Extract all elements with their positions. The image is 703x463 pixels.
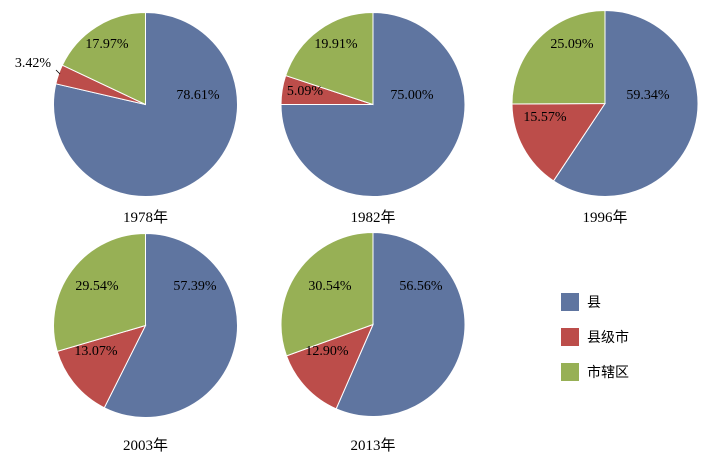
legend-item-urban-district: 市辖区 [561, 363, 629, 381]
legend-swatch [561, 293, 579, 311]
slice-county-level-city [285, 323, 374, 410]
pie-title: 2013年 [350, 437, 395, 454]
slice-county [335, 231, 466, 417]
pie-title: 1996年 [582, 209, 627, 226]
value-label-urban-district: 29.54% [75, 279, 119, 294]
pie-title: 2003年 [123, 437, 168, 454]
value-label-county-level-city: 15.57% [523, 110, 567, 125]
pie-title: 1982年 [350, 209, 395, 226]
legend-label: 县级市 [587, 329, 629, 346]
slice-county-level-city [56, 324, 147, 409]
value-label-urban-district: 19.91% [314, 37, 358, 52]
pie-2: 75.00% 5.09% 19.91% 1982年 [280, 11, 466, 226]
legend-label: 市辖区 [587, 364, 629, 381]
legend-swatch [561, 328, 579, 346]
legend-swatch [561, 363, 579, 381]
value-label-county: 78.61% [176, 88, 220, 103]
value-label-county-level-city: 12.90% [305, 344, 349, 359]
value-label-county: 75.00% [390, 88, 434, 103]
pie-4: 57.39% 13.07% 29.54% 2003年 [53, 232, 238, 454]
value-label-county-level-city: 3.42% [15, 56, 52, 71]
leader-line [55, 69, 61, 75]
legend-item-county-level-city: 县级市 [561, 328, 629, 346]
slice-urban-district [53, 232, 146, 353]
slice-urban-district [285, 11, 374, 106]
value-label-county-level-city: 13.07% [74, 344, 118, 359]
value-label-county: 56.56% [399, 279, 443, 294]
pie-1: 78.61% 3.42% 17.97% 1978年 [15, 11, 238, 226]
slice-urban-district [280, 231, 374, 357]
pies-group: 78.61% 3.42% 17.97% 1978年 75.00% 5.09% 19.91% 1… [15, 9, 699, 454]
value-label-county: 57.39% [173, 279, 217, 294]
value-label-urban-district: 25.09% [550, 37, 594, 52]
value-label-urban-district: 30.54% [308, 279, 352, 294]
slice-county-level-city [511, 102, 606, 182]
pie-5: 56.56% 12.90% 30.54% 2013年 [280, 231, 466, 454]
slice-urban-district [511, 9, 606, 105]
value-label-urban-district: 17.97% [85, 37, 129, 52]
slice-county [552, 9, 699, 197]
value-label-county: 59.34% [626, 88, 670, 103]
value-label-county-level-city: 5.09% [287, 84, 324, 99]
pie-title: 1978年 [123, 209, 168, 226]
slice-urban-district [61, 11, 146, 106]
slice-county [103, 232, 238, 418]
pie-3: 59.34% 15.57% 25.09% 1996年 [511, 9, 699, 226]
legend-item-county: 县 [561, 293, 601, 311]
slice-county [280, 11, 466, 197]
legend-label: 县 [587, 295, 601, 311]
